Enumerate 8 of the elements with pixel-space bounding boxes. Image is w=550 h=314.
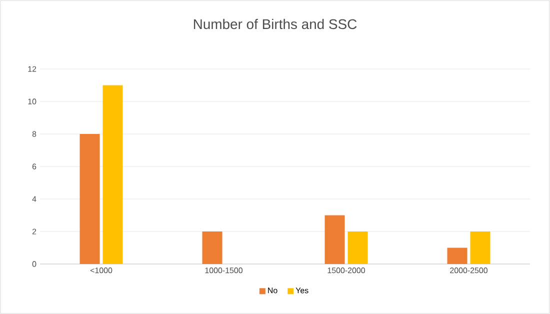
bar [348,232,368,264]
bar [202,232,222,264]
bar [324,215,345,264]
bar [102,85,123,264]
bar [470,232,490,264]
chart-title: Number of Births and SSC [194,18,357,30]
bar [447,248,468,264]
bar [80,134,100,264]
